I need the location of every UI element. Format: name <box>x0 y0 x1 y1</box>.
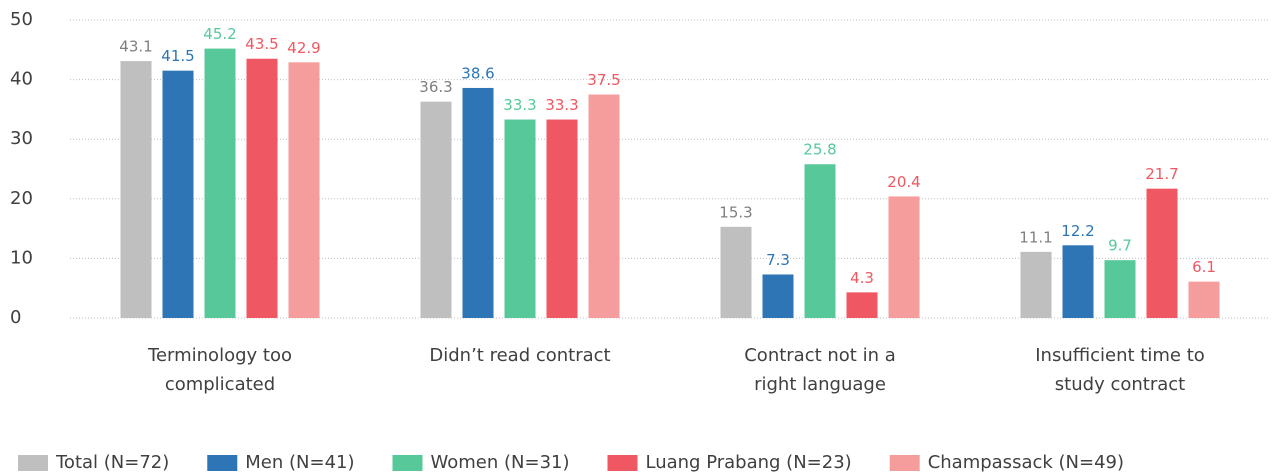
legend-label: Champassack (N=49) <box>928 452 1124 473</box>
bar <box>888 196 920 318</box>
value-label: 37.5 <box>587 71 620 89</box>
legend-swatch <box>607 455 638 471</box>
y-tick-label: 30 <box>10 128 33 149</box>
bar <box>588 94 620 318</box>
legend-swatch <box>889 455 920 471</box>
x-tick-label: complicated <box>165 374 275 395</box>
x-tick-label: Insufficient time to <box>1035 345 1205 366</box>
bar <box>1104 260 1136 318</box>
bar <box>804 164 836 318</box>
x-tick-label: Terminology too <box>147 345 292 366</box>
bar <box>1062 245 1094 318</box>
x-tick-label: right language <box>754 374 886 395</box>
value-label: 15.3 <box>719 203 752 221</box>
bar <box>846 292 878 318</box>
bar <box>720 226 752 318</box>
legend-label: Women (N=31) <box>431 452 570 473</box>
value-label: 4.3 <box>850 269 874 287</box>
y-tick-label: 10 <box>10 247 33 268</box>
y-tick-label: 50 <box>10 9 33 30</box>
value-label: 25.8 <box>803 141 836 159</box>
y-tick-label: 0 <box>10 307 21 328</box>
bar <box>162 70 194 318</box>
value-label: 33.3 <box>545 96 578 114</box>
value-label: 11.1 <box>1019 228 1052 246</box>
bar <box>504 119 536 318</box>
bar <box>546 119 578 318</box>
bar <box>1146 188 1178 318</box>
value-label: 41.5 <box>161 47 194 65</box>
value-label: 9.7 <box>1108 237 1132 255</box>
x-tick-label: Contract not in a <box>744 345 896 366</box>
bar <box>204 48 236 318</box>
value-label: 33.3 <box>503 96 536 114</box>
value-label: 12.2 <box>1061 222 1094 240</box>
bar <box>762 274 794 318</box>
bar <box>246 58 278 319</box>
value-label: 43.5 <box>245 35 278 53</box>
value-label: 36.3 <box>419 78 452 96</box>
bar <box>1188 281 1220 318</box>
value-label: 6.1 <box>1192 258 1216 276</box>
legend-label: Total (N=72) <box>55 452 169 473</box>
bar <box>462 87 494 318</box>
value-label: 43.1 <box>119 38 152 56</box>
y-tick-label: 40 <box>10 69 33 90</box>
value-label: 7.3 <box>766 251 790 269</box>
legend-label: Luang Prabang (N=23) <box>646 452 852 473</box>
bar <box>1020 251 1052 318</box>
bar <box>288 62 320 318</box>
value-label: 20.4 <box>887 173 920 191</box>
x-tick-label: study contract <box>1055 374 1185 395</box>
bar <box>120 61 152 319</box>
y-tick-label: 20 <box>10 188 33 209</box>
legend-swatch <box>207 455 238 471</box>
value-label: 21.7 <box>1145 165 1178 183</box>
value-label: 38.6 <box>461 64 494 82</box>
value-label: 42.9 <box>287 39 320 57</box>
x-tick-label: Didn’t read contract <box>429 345 610 366</box>
value-label: 45.2 <box>203 25 236 43</box>
legend-label: Men (N=41) <box>245 452 354 473</box>
legend-swatch <box>392 455 423 471</box>
legend-swatch <box>18 455 48 471</box>
bar <box>420 101 452 318</box>
